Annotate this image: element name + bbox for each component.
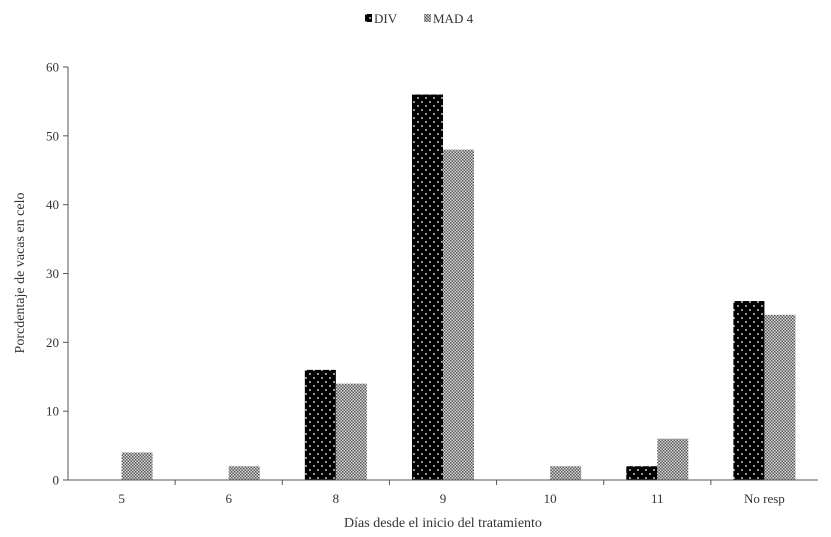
legend-label-mad4: MAD 4 (433, 11, 474, 26)
y-tick-label: 0 (53, 473, 60, 488)
bar-mad4-9 (443, 149, 474, 480)
y-tick-label: 50 (46, 128, 59, 143)
bar-mad4-6 (228, 466, 260, 480)
bar-div-8 (304, 369, 336, 480)
x-axis-title: Días desde el inicio del tratamiento (344, 516, 542, 531)
y-tick-label: 30 (46, 266, 59, 281)
x-tick-label: 8 (333, 491, 340, 506)
x-tick-label: 10 (544, 491, 557, 506)
legend-label-div: DIV (374, 11, 398, 26)
bar-mad4-8 (335, 383, 367, 480)
x-tick-label: 11 (651, 491, 664, 506)
bar-mad4-11 (657, 438, 689, 480)
y-axis-ticks: 0 10 20 30 40 50 60 (46, 60, 68, 488)
bars (121, 94, 796, 481)
y-tick-label: 60 (46, 60, 59, 75)
bar-div-11 (626, 466, 658, 480)
y-tick-label: 40 (46, 197, 59, 212)
legend-swatch-mad4 (424, 14, 431, 22)
y-axis-title: Porcdentaje de vacas en celo (13, 193, 28, 354)
legend-swatch-div (365, 14, 372, 22)
bar-mad4-5 (121, 452, 153, 480)
x-tick-label: 6 (225, 491, 232, 506)
bar-mad4-no-resp (764, 314, 796, 480)
x-axis-ticks: 5 6 8 9 10 11 No resp (118, 480, 785, 506)
y-tick-label: 10 (46, 404, 59, 419)
bar-div-no-resp (733, 301, 765, 480)
x-tick-label: 9 (440, 491, 447, 506)
x-tick-label: No resp (744, 491, 785, 506)
legend: DIV MAD 4 (365, 11, 474, 26)
y-tick-label: 20 (46, 335, 59, 350)
bar-div-9 (412, 94, 443, 481)
bar-mad4-10 (550, 466, 582, 480)
x-tick-label: 5 (118, 491, 125, 506)
